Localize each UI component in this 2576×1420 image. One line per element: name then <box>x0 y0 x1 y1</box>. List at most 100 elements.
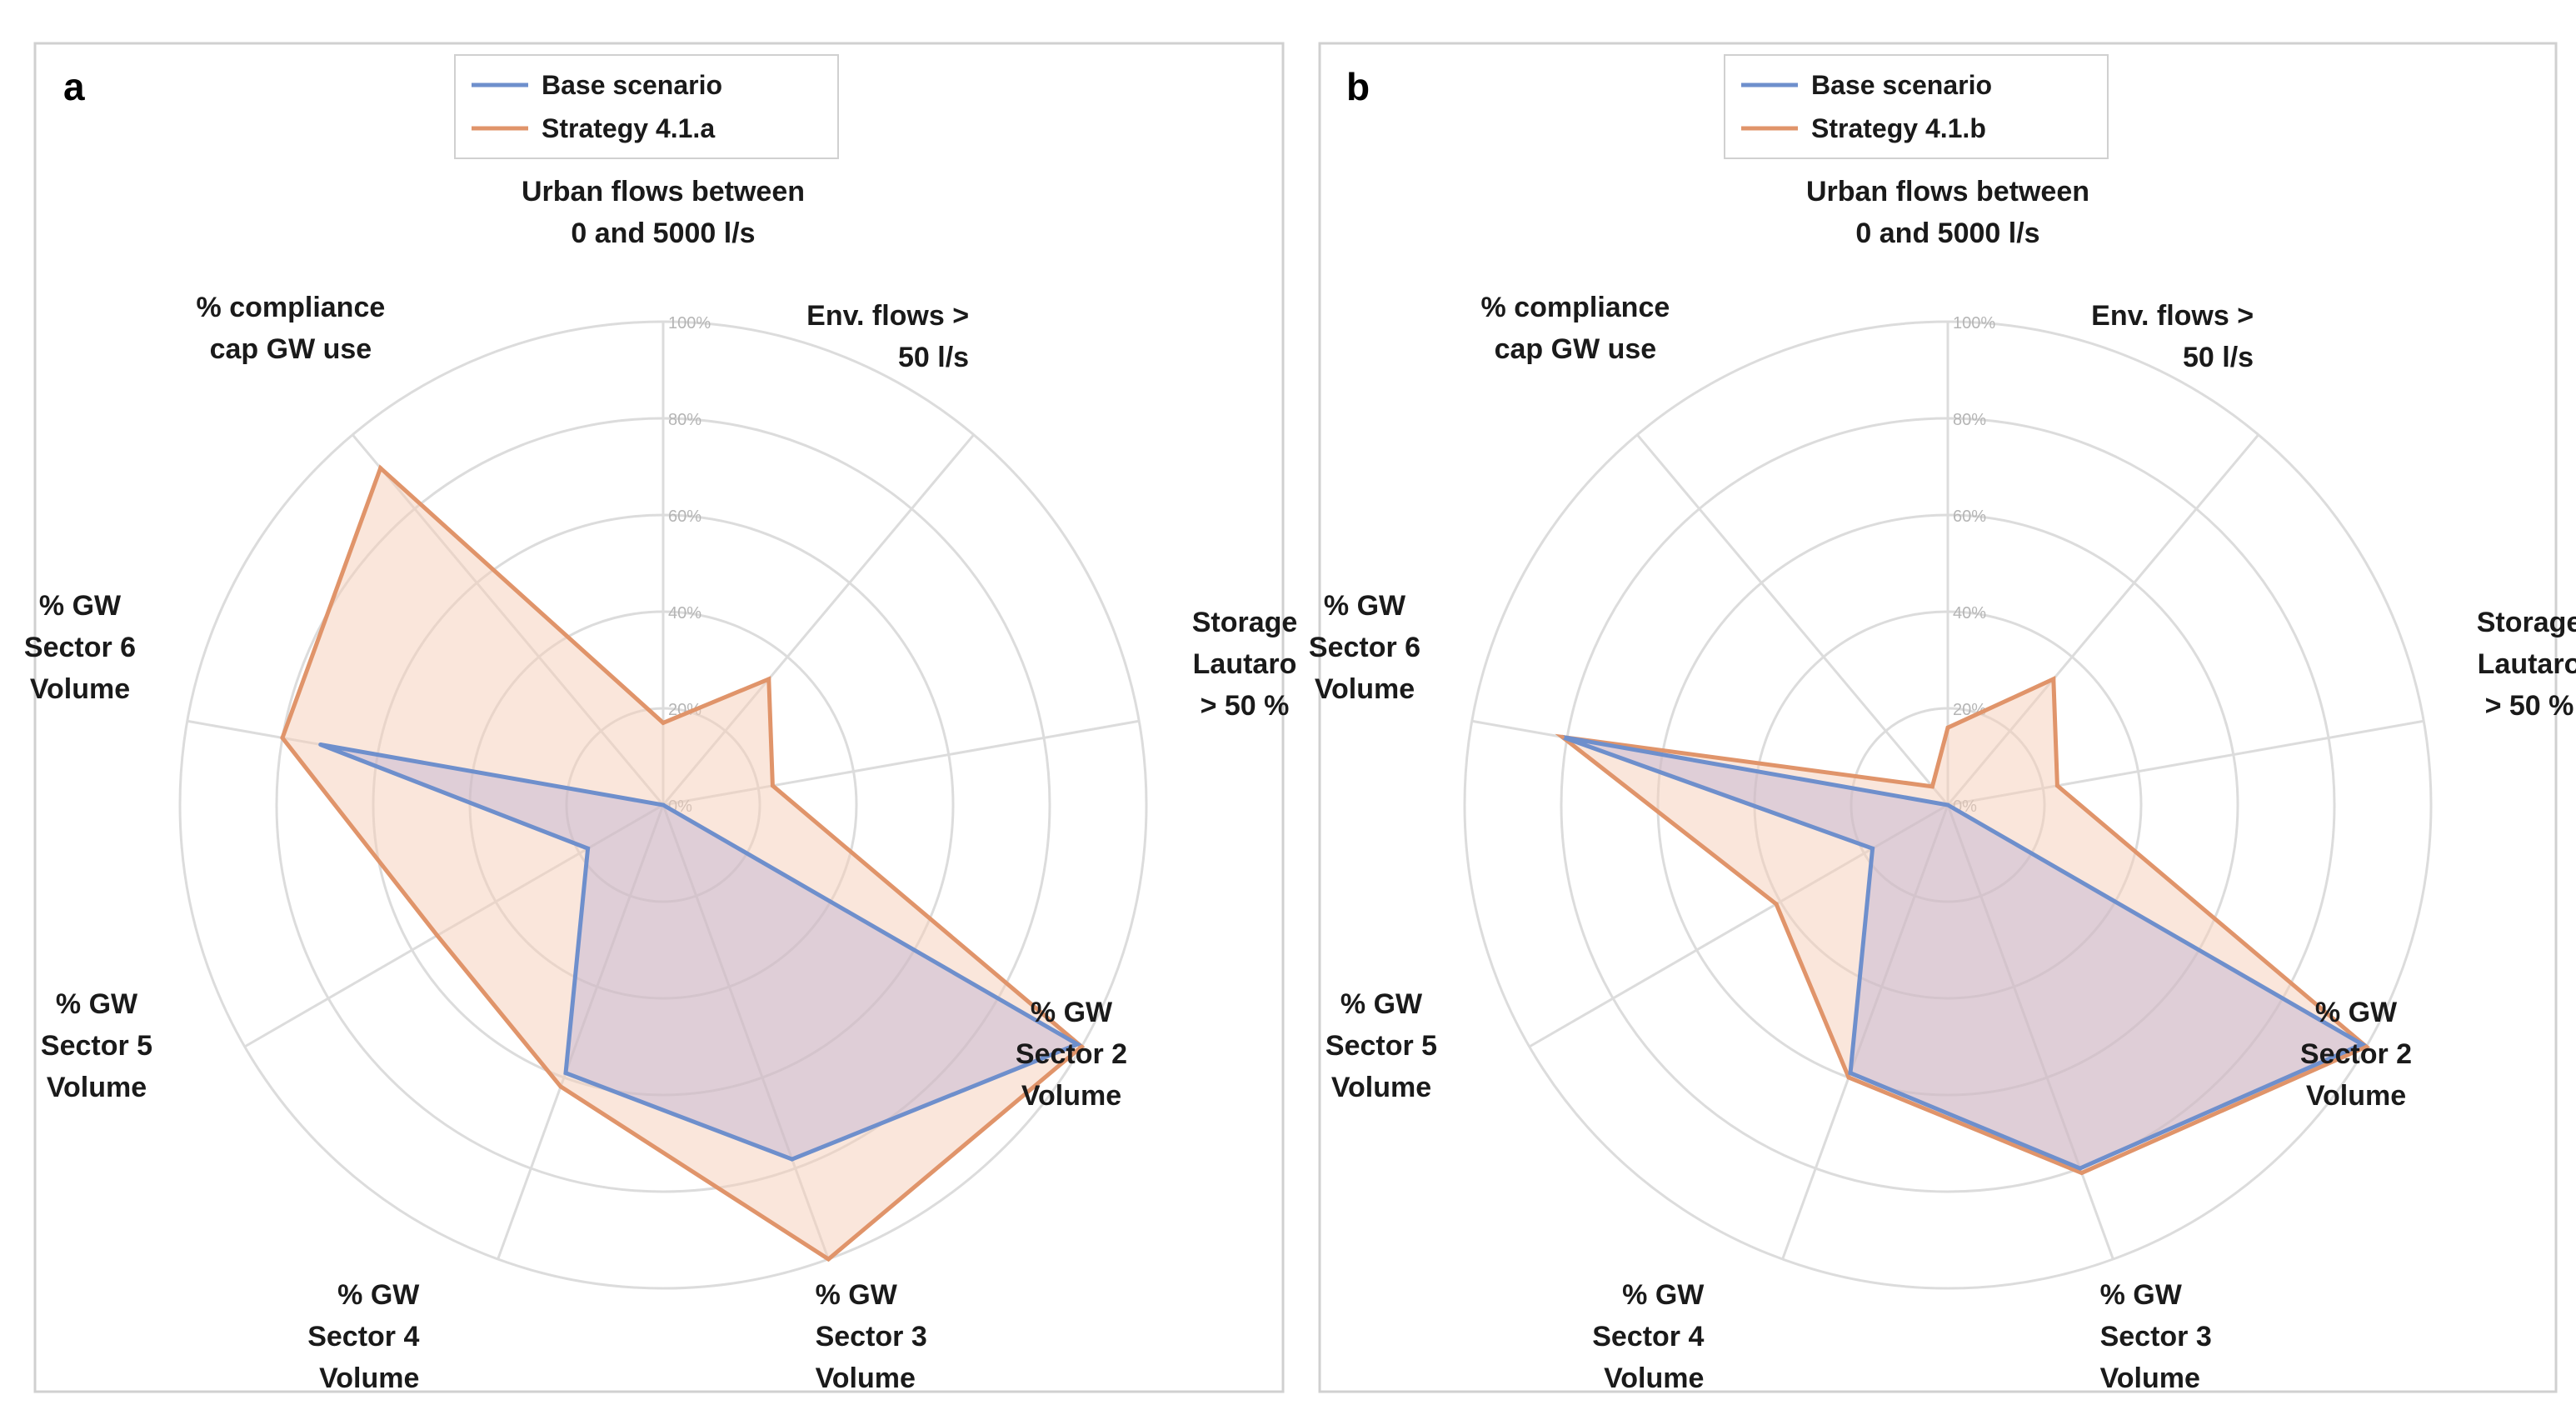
axis-label: Volume <box>816 1362 916 1394</box>
axis-label: % compliance <box>197 292 386 323</box>
radial-tick-label: 60% <box>668 508 701 526</box>
axis-label: 50 l/s <box>2183 342 2254 373</box>
series-point <box>2054 783 2059 788</box>
series-point <box>1870 846 1875 851</box>
axis-label: > 50 % <box>1201 690 1290 722</box>
axis-label: Sector 3 <box>816 1321 927 1352</box>
legend-entry: Base scenario <box>1811 70 1992 100</box>
radial-tick-label: 40% <box>668 604 701 622</box>
grid-spoke <box>1636 433 1949 806</box>
axis-label: Volume <box>2306 1080 2406 1112</box>
axis-label: Lautaro <box>2478 648 2576 680</box>
radial-tick-label: 40% <box>1953 604 1986 622</box>
axis-label: Volume <box>319 1362 419 1394</box>
axis-label: Volume <box>2100 1362 2200 1394</box>
axis-label: Volume <box>1315 673 1415 705</box>
series-point <box>2359 1042 2364 1047</box>
legend-entry: Strategy 4.1.a <box>542 113 715 143</box>
axis-label: Lautaro <box>1193 648 1297 680</box>
radial-tick-label: 60% <box>1953 508 1986 526</box>
series-point <box>766 677 771 682</box>
panel-letter: a <box>63 65 85 108</box>
series-point <box>1075 1042 1080 1047</box>
axis-label: % GW <box>1324 590 1406 622</box>
series-point <box>1079 1044 1084 1049</box>
series-point <box>1945 725 1950 730</box>
axis-label: Volume <box>1604 1362 1704 1394</box>
radial-tick-label: 100% <box>1953 314 1995 332</box>
axis-label: Sector 6 <box>24 632 136 663</box>
axis-label: Env. flows > <box>2091 300 2254 332</box>
panel-letter: b <box>1346 65 1370 108</box>
series-point <box>435 933 440 938</box>
series-point <box>1930 784 1934 789</box>
axis-label: % GW <box>1031 997 1113 1028</box>
axis-label: Urban flows between <box>522 176 805 208</box>
series-point <box>318 742 323 747</box>
axis-label: Urban flows between <box>1806 176 2089 208</box>
axis-label: Sector 5 <box>1325 1030 1437 1062</box>
axis-label: > 50 % <box>2485 690 2574 722</box>
legend-entry: Strategy 4.1.b <box>1811 113 1986 143</box>
axis-label: cap GW use <box>210 333 372 365</box>
series-point <box>1560 734 1565 739</box>
axis-label: Volume <box>1021 1080 1121 1112</box>
legend-box <box>454 54 839 159</box>
axis-label: % GW <box>56 988 138 1020</box>
series-point <box>558 1084 563 1089</box>
series-area-strategy <box>280 464 1086 1262</box>
series-point <box>1848 1071 1853 1076</box>
series-point <box>661 802 666 808</box>
series-point <box>2364 1044 2369 1049</box>
series-point <box>2078 1166 2083 1171</box>
axis-label: Sector 5 <box>41 1030 152 1062</box>
axis-label: % GW <box>1340 988 1423 1020</box>
series-point <box>378 466 383 471</box>
axis-label: 0 and 5000 l/s <box>571 218 755 249</box>
series-point <box>2079 1171 2084 1175</box>
axis-label: Sector 4 <box>1592 1321 1704 1352</box>
series-point <box>563 1071 568 1076</box>
radial-tick-label: 80% <box>1953 411 1986 429</box>
axis-label: Sector 4 <box>307 1321 419 1352</box>
axis-label: Volume <box>1331 1072 1431 1103</box>
axis-label: % GW <box>39 590 122 622</box>
axis-label: % GW <box>2100 1279 2183 1311</box>
axis-label: Volume <box>30 673 130 705</box>
axis-label: 0 and 5000 l/s <box>1855 218 2039 249</box>
panel-frame <box>1318 42 2558 1393</box>
series-point <box>280 735 285 740</box>
series-point <box>1774 902 1779 907</box>
series-point <box>661 720 666 725</box>
series-area-strategy <box>1555 676 2370 1176</box>
axis-label: Storage <box>2477 607 2576 638</box>
axis-label: % GW <box>337 1279 420 1311</box>
axis-label: % compliance <box>1481 292 1670 323</box>
series-point <box>1846 1075 1851 1080</box>
series-point <box>1945 802 1950 808</box>
axis-label: 50 l/s <box>898 342 969 373</box>
axis-label: cap GW use <box>1495 333 1657 365</box>
series-point <box>586 846 591 851</box>
radial-tick-label: 100% <box>668 314 711 332</box>
legend-entry: Base scenario <box>542 70 722 100</box>
series-point <box>2051 677 2056 682</box>
series-point <box>770 783 775 788</box>
radial-tick-label: 80% <box>668 411 701 429</box>
axis-label: Volume <box>47 1072 147 1103</box>
axis-label: Sector 6 <box>1309 632 1420 663</box>
series-point <box>826 1257 831 1262</box>
legend-box <box>1724 54 2109 159</box>
series-point <box>790 1157 795 1162</box>
axis-label: % GW <box>2315 997 2398 1028</box>
axis-label: % GW <box>1622 1279 1705 1311</box>
axis-label: Env. flows > <box>806 300 969 332</box>
axis-label: Sector 2 <box>2300 1038 2412 1070</box>
axis-label: Storage <box>1192 607 1298 638</box>
axis-label: % GW <box>816 1279 898 1311</box>
axis-label: Sector 3 <box>2100 1321 2212 1352</box>
axis-label: Sector 2 <box>1016 1038 1127 1070</box>
